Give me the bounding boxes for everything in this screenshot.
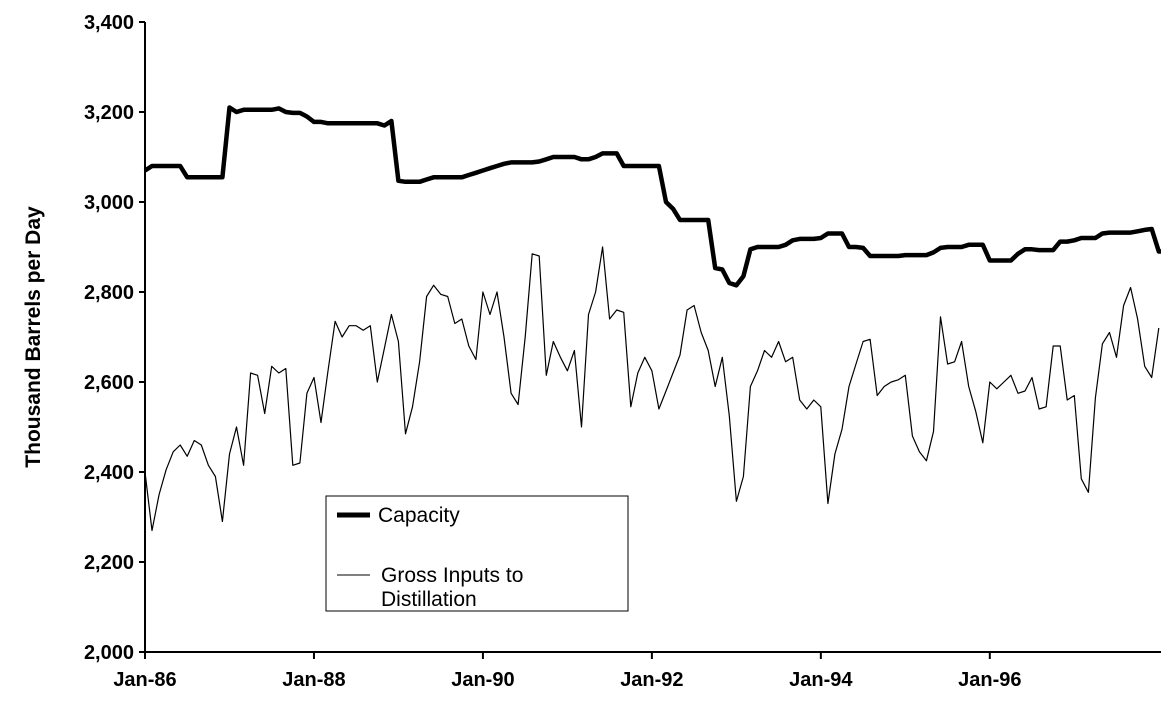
y-tick-label: 2,000 (84, 642, 134, 664)
x-tick-label: Jan-92 (620, 669, 683, 691)
y-tick-label: 3,000 (84, 192, 134, 214)
plot-area: 2,000 2,200 2,400 2,600 2,800 3,000 3,200 3,400… (84, 12, 1161, 691)
legend-label-gross-inputs-line2: Distillation (381, 588, 477, 611)
x-ticks: Jan-86 Jan-88 Jan-90 Jan-92 Jan-94 Jan-96 (113, 652, 1021, 691)
y-tick-label: 2,600 (84, 372, 134, 394)
x-tick-label: Jan-86 (113, 669, 176, 691)
y-tick-label: 2,800 (84, 282, 134, 304)
series-line-gross-inputs (144, 246, 1160, 532)
series-layer (143, 105, 1161, 532)
y-tick-label: 3,200 (84, 102, 134, 124)
y-ticks: 2,000 2,200 2,400 2,600 2,800 3,000 3,200 3,400 (84, 12, 145, 664)
y-tick-label: 3,400 (84, 12, 134, 34)
series-line-capacity (143, 105, 1161, 288)
x-tick-label: Jan-90 (451, 669, 514, 691)
x-tick-label: Jan-94 (789, 669, 853, 691)
y-tick-label: 2,200 (84, 552, 134, 574)
legend-box (325, 495, 629, 612)
legend-label-gross-inputs-line1: Gross Inputs to (381, 564, 523, 587)
x-tick-label: Jan-96 (958, 669, 1021, 691)
y-tick-label: 2,400 (84, 462, 134, 484)
legend-label-capacity: Capacity (378, 504, 460, 527)
legend: Capacity Gross Inputs to Distillation (325, 495, 629, 612)
x-tick-label: Jan-88 (282, 669, 345, 691)
y-axis-title: Thousand Barrels per Day (22, 206, 45, 468)
